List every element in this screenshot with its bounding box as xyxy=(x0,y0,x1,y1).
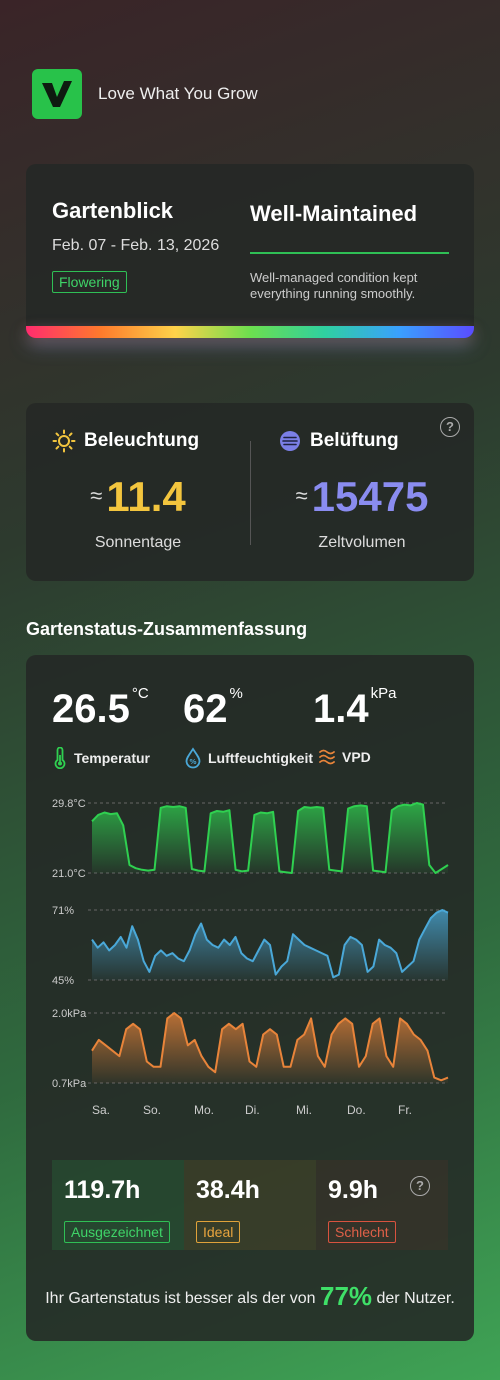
x-tick-label: Do. xyxy=(347,1103,366,1117)
rainbow-glow-bar xyxy=(26,326,474,338)
overview-card: Gartenblick Feb. 07 - Feb. 13, 2026 Flow… xyxy=(26,164,474,338)
history-charts: 29.8°C 21.0°C 71% 45% 2.0kPa 0.7kPa Sa. So. Mo. D… xyxy=(52,798,449,1117)
light-value-row: ≈11.4 xyxy=(26,473,250,521)
ventilation-value: 15475 xyxy=(311,473,429,520)
comparison-prefix: Ihr Gartenstatus ist besser als der von xyxy=(45,1290,321,1307)
comparison-suffix: der Nutzer. xyxy=(372,1290,455,1307)
humidity-label: Luftfeuchtigkeit xyxy=(208,750,313,766)
svg-text:%: % xyxy=(189,758,196,766)
stat-poor: 9.9h Schlecht ? xyxy=(316,1160,448,1250)
summary-card: 26.5 °C 62% 1.4 kPa Temperatur % Luftfeuch… xyxy=(26,655,474,1341)
thermometer-icon xyxy=(54,747,66,769)
ventilation-unit: Zeltvolumen xyxy=(318,534,406,551)
help-icon[interactable]: ? xyxy=(440,417,460,437)
vpd-metric: 1.4 kPa xyxy=(313,685,396,732)
brand-tagline: Love What You Grow xyxy=(98,84,258,103)
stat-excellent-value: 119.7h xyxy=(64,1176,141,1204)
x-tick-label: Mo. xyxy=(194,1103,214,1117)
status-duration-stats: 119.7h Ausgezeichnet 38.4h Ideal 9.9h Sc… xyxy=(52,1160,448,1250)
humidity-line xyxy=(91,909,449,979)
stat-excellent: 119.7h Ausgezeichnet xyxy=(52,1160,184,1250)
garden-title: Gartenblick xyxy=(52,198,174,223)
temperature-unit: °C xyxy=(131,685,149,702)
vpd-y-tick: 0.7kPa xyxy=(52,1078,87,1090)
status-heading: Well-Maintained xyxy=(250,201,418,226)
humidity-y-tick: 45% xyxy=(52,975,74,987)
temperature-metric: 26.5 °C xyxy=(52,685,149,732)
stat-ideal-value: 38.4h xyxy=(196,1176,260,1204)
humidity-metric: 62% xyxy=(183,685,243,732)
light-panel: Beleuchtung ≈11.4 Sonnentage xyxy=(26,403,250,581)
humidity-value: 62 xyxy=(183,687,228,731)
stat-poor-value: 9.9h xyxy=(328,1176,379,1204)
ventilation-approx: ≈ xyxy=(295,483,308,508)
ventilation-icon xyxy=(280,431,300,451)
ventilation-panel: Belüftung ≈15475 Zeltvolumen xyxy=(250,403,474,581)
light-label: Beleuchtung xyxy=(84,430,200,451)
light-unit: Sonnentage xyxy=(94,534,182,551)
light-approx: ≈ xyxy=(90,483,103,508)
x-tick-label: So. xyxy=(143,1103,161,1117)
environment-card: Beleuchtung ≈11.4 Sonnentage Belüftung ≈… xyxy=(26,403,474,581)
temperature-y-tick: 21.0°C xyxy=(52,868,86,880)
temperature-label: Temperatur xyxy=(74,750,150,766)
ventilation-label: Belüftung xyxy=(310,430,399,451)
stat-ideal-badge: Ideal xyxy=(196,1221,241,1243)
ventilation-heading: Belüftung xyxy=(278,429,399,453)
temperature-label-row: Temperatur xyxy=(52,747,150,769)
stage-badge: Flowering xyxy=(52,271,127,293)
stat-ideal: 38.4h Ideal xyxy=(184,1160,316,1250)
comparison-text: Ihr Gartenstatus ist besser als der von … xyxy=(26,1281,474,1312)
vpd-value: 1.4 xyxy=(313,687,369,731)
vpd-unit: kPa xyxy=(370,685,397,702)
status-description: Well-managed condition kept everything r… xyxy=(250,270,418,301)
date-range: Feb. 07 - Feb. 13, 2026 xyxy=(52,237,220,254)
temperature-y-tick: 29.8°C xyxy=(52,798,86,810)
status-underline xyxy=(250,252,449,254)
humidity-unit: % xyxy=(229,685,243,702)
temperature-area xyxy=(92,803,448,873)
x-tick-label: Di. xyxy=(245,1103,260,1117)
vpd-waves-icon xyxy=(319,749,335,765)
sun-icon xyxy=(52,429,76,453)
humidity-y-tick: 71% xyxy=(52,905,74,917)
stats-help-icon[interactable]: ? xyxy=(410,1176,430,1196)
humidity-drop-icon: % xyxy=(185,747,201,769)
vpd-area xyxy=(92,1013,448,1083)
light-heading: Beleuchtung xyxy=(52,429,199,453)
x-tick-label: Mi. xyxy=(296,1103,312,1117)
x-tick-label: Fr. xyxy=(398,1103,412,1117)
summary-section-title: Gartenstatus-Zusammenfassung xyxy=(26,619,308,639)
divider xyxy=(250,441,251,545)
light-value: 11.4 xyxy=(106,473,186,520)
x-tick-label: Sa. xyxy=(92,1103,110,1117)
stat-excellent-badge: Ausgezeichnet xyxy=(64,1221,170,1243)
comparison-percent: 77% xyxy=(320,1281,373,1311)
vpd-label-row: VPD xyxy=(318,747,371,767)
v-logo-icon xyxy=(32,69,82,119)
vpd-label: VPD xyxy=(342,749,371,765)
vpd-line xyxy=(91,1012,449,1082)
ventilation-value-row: ≈15475 xyxy=(250,473,474,521)
temperature-line xyxy=(91,802,449,874)
brand: Love What You Grow xyxy=(32,69,258,119)
temperature-value: 26.5 xyxy=(52,687,130,731)
vpd-y-tick: 2.0kPa xyxy=(52,1008,87,1020)
stat-poor-badge: Schlecht xyxy=(328,1221,396,1243)
humidity-label-row: % Luftfeuchtigkeit xyxy=(184,747,313,769)
